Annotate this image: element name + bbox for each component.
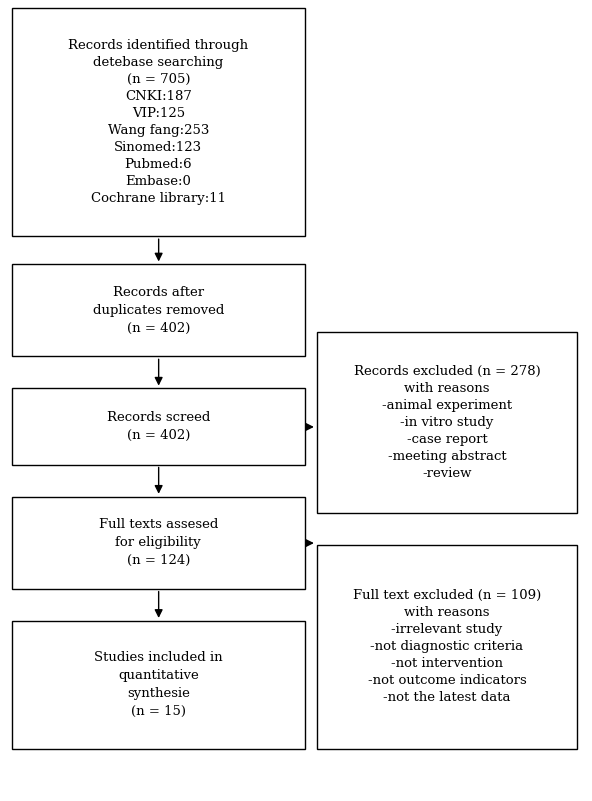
Text: Records excluded (n = 278)
with reasons
-animal experiment
-in vitro study
-case: Records excluded (n = 278) with reasons … (353, 365, 540, 480)
Text: Studies included in
quantitative
synthesie
(n = 15): Studies included in quantitative synthes… (94, 651, 223, 718)
FancyBboxPatch shape (12, 621, 305, 749)
Text: Records screed
(n = 402): Records screed (n = 402) (107, 411, 210, 442)
FancyBboxPatch shape (12, 264, 305, 356)
Text: Records identified through
detebase searching
(n = 705)
CNKI:187
VIP:125
Wang fa: Records identified through detebase sear… (68, 39, 249, 205)
Text: Full texts assesed
for eligibility
(n = 124): Full texts assesed for eligibility (n = … (99, 518, 218, 567)
Text: Records after
duplicates removed
(n = 402): Records after duplicates removed (n = 40… (93, 286, 224, 335)
FancyBboxPatch shape (12, 8, 305, 236)
FancyBboxPatch shape (317, 332, 577, 513)
FancyBboxPatch shape (12, 497, 305, 589)
FancyBboxPatch shape (12, 388, 305, 465)
Text: Full text excluded (n = 109)
with reasons
-irrelevant study
-not diagnostic crit: Full text excluded (n = 109) with reason… (353, 590, 541, 704)
FancyBboxPatch shape (317, 545, 577, 749)
